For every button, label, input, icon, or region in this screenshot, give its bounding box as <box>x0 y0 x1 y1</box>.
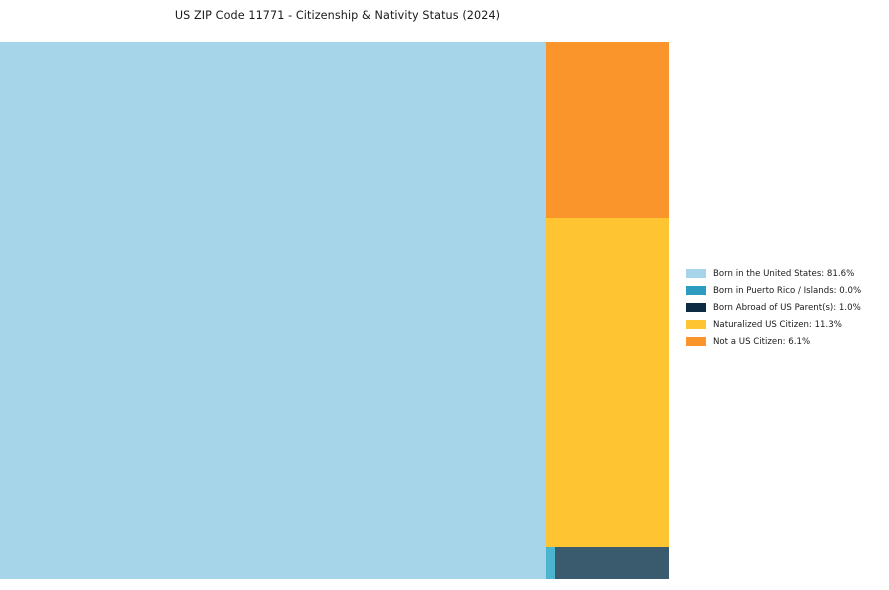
treemap-tile[interactable] <box>546 218 669 547</box>
treemap-tile[interactable] <box>546 547 555 579</box>
treemap-tile[interactable] <box>546 42 669 218</box>
legend-item-label: Not a US Citizen: 6.1% <box>713 336 811 347</box>
legend-item[interactable]: Born in Puerto Rico / Islands: 0.0% <box>686 282 884 299</box>
legend-item-label: Born Abroad of US Parent(s): 1.0% <box>713 302 861 313</box>
legend-item-label: Born in the United States: 81.6% <box>713 268 855 279</box>
legend-item[interactable]: Naturalized US Citizen: 11.3% <box>686 316 884 333</box>
legend-color-swatch <box>686 285 706 296</box>
legend-color-swatch <box>686 319 706 330</box>
legend-item[interactable]: Born Abroad of US Parent(s): 1.0% <box>686 299 884 316</box>
legend-item[interactable]: Born in the United States: 81.6% <box>686 265 884 282</box>
legend-color-swatch <box>686 268 706 279</box>
legend-color-swatch <box>686 336 706 347</box>
treemap-tile[interactable] <box>0 42 546 579</box>
legend-item-label: Naturalized US Citizen: 11.3% <box>713 319 842 330</box>
treemap-tile[interactable] <box>555 547 669 579</box>
legend-color-swatch <box>686 302 706 313</box>
chart-legend: Born in the United States: 81.6% Born in … <box>686 265 884 350</box>
legend-item[interactable]: Not a US Citizen: 6.1% <box>686 333 884 350</box>
treemap-plot-area <box>0 42 669 579</box>
legend-item-label: Born in Puerto Rico / Islands: 0.0% <box>713 285 862 296</box>
chart-title: US ZIP Code 11771 - Citizenship & Nativi… <box>174 9 501 22</box>
